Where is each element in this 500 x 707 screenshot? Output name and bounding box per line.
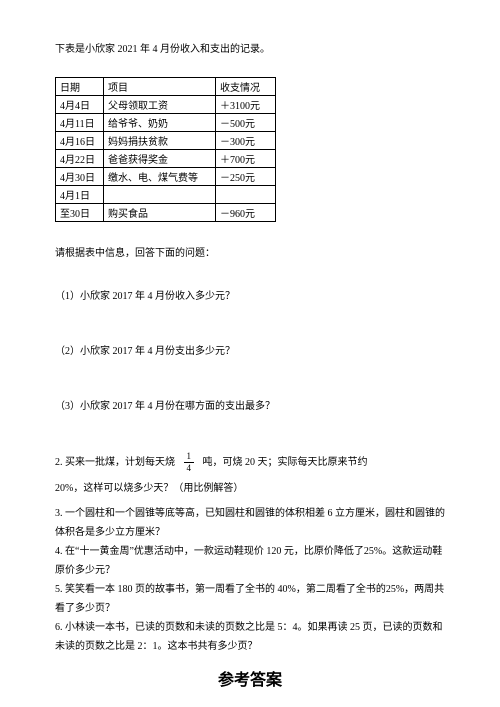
cell-amount: ＋700元	[216, 150, 276, 168]
answer-title: 参考答案	[55, 666, 445, 690]
cell-amount: －500元	[216, 114, 276, 132]
table-row: 4月22日 爸爸获得奖金 ＋700元	[56, 150, 276, 168]
cell-date: 4月22日	[56, 150, 104, 168]
problem-4: 4. 在“十一黄金周”优惠活动中，一款运动鞋现价 120 元，比原价降低了25%…	[55, 542, 445, 580]
table-row: 4月16日 妈妈捐扶贫款 －300元	[56, 132, 276, 150]
header-amount: 收支情况	[216, 78, 276, 96]
fraction-den: 4	[184, 463, 195, 473]
header-date: 日期	[56, 78, 104, 96]
cell-item: 缴水、电、煤气费等	[104, 168, 216, 186]
question-1: （1）小欣家 2017 年 4 月份收入多少元？	[55, 287, 445, 302]
fraction-num: 1	[184, 452, 195, 463]
question-3: （3）小欣家 2017 年 4 月份在哪方面的支出最多？	[55, 397, 445, 412]
table-header-row: 日期 项目 收支情况	[56, 78, 276, 96]
cell-date: 至30日	[56, 204, 104, 222]
problem-5: 5. 笑笑看一本 180 页的故事书，第一周看了全书的 40%，第二周看了全书的…	[55, 580, 445, 618]
cell-amount: ＋3100元	[216, 96, 276, 114]
cell-item: 给爷爷、奶奶	[104, 114, 216, 132]
problem-2-a: 2. 买来一批煤，计划每天烧	[55, 457, 175, 468]
cell-amount	[216, 186, 276, 204]
header-item: 项目	[104, 78, 216, 96]
intro-text: 下表是小欣家 2021 年 4 月份收入和支出的记录。	[55, 40, 445, 55]
problem-3: 3. 一个圆柱和一个圆锥等底等高，已知圆柱和圆锥的体积相差 6 立方厘米，圆柱和…	[55, 504, 445, 542]
cell-amount: －300元	[216, 132, 276, 150]
cell-item	[104, 186, 216, 204]
cell-date: 4月30日	[56, 168, 104, 186]
table-row: 4月1日	[56, 186, 276, 204]
problem-2-b: 吨，可烧 20 天；实际每天比原来节约	[203, 457, 368, 468]
cell-item: 爸爸获得奖金	[104, 150, 216, 168]
cell-amount: －960元	[216, 204, 276, 222]
cell-item: 父母领取工资	[104, 96, 216, 114]
cell-date: 4月11日	[56, 114, 104, 132]
question-2: （2）小欣家 2017 年 4 月份支出多少元？	[55, 342, 445, 357]
fraction-1-4: 1 4	[184, 452, 195, 473]
cell-date: 4月4日	[56, 96, 104, 114]
income-table: 日期 项目 收支情况 4月4日 父母领取工资 ＋3100元 4月11日 给爷爷、…	[55, 77, 276, 222]
cell-date: 4月1日	[56, 186, 104, 204]
income-table-wrap: 日期 项目 收支情况 4月4日 父母领取工资 ＋3100元 4月11日 给爷爷、…	[55, 77, 445, 222]
table-row: 4月4日 父母领取工资 ＋3100元	[56, 96, 276, 114]
cell-amount: －250元	[216, 168, 276, 186]
prompt-text: 请根据表中信息，回答下面的问题：	[55, 244, 445, 259]
table-row: 4月11日 给爷爷、奶奶 －500元	[56, 114, 276, 132]
problem-2: 2. 买来一批煤，计划每天烧 1 4 吨，可烧 20 天；实际每天比原来节约	[55, 452, 445, 473]
table-row: 至30日 购买食品 －960元	[56, 204, 276, 222]
problem-6: 6. 小林读一本书，已读的页数和未读的页数之比是 5：4。如果再读 25 页，已…	[55, 618, 445, 656]
problem-2-c: 20%，这样可以烧多少天？（用比例解答）	[55, 479, 445, 498]
cell-date: 4月16日	[56, 132, 104, 150]
cell-item: 购买食品	[104, 204, 216, 222]
cell-item: 妈妈捐扶贫款	[104, 132, 216, 150]
table-row: 4月30日 缴水、电、煤气费等 －250元	[56, 168, 276, 186]
